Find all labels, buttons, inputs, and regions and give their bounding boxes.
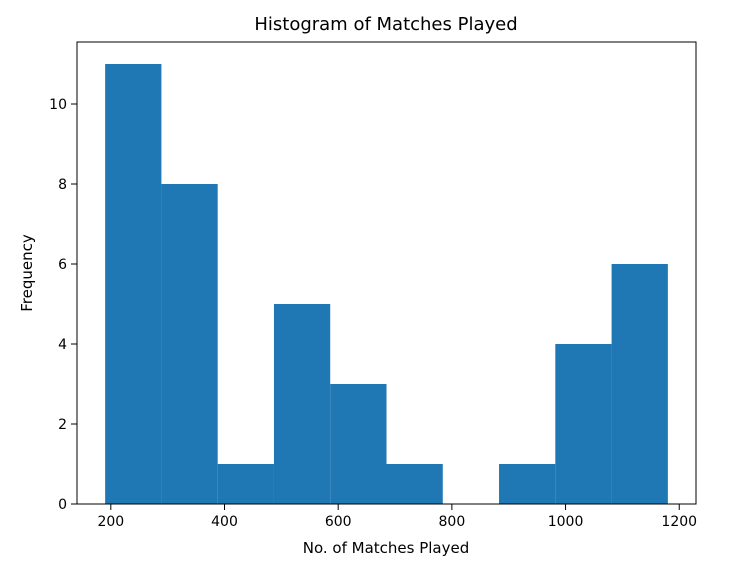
x-axis-ticks: 200 400 600 800 1000 1200: [97, 504, 697, 530]
x-tick-label: 600: [325, 514, 352, 530]
histogram-bar: [386, 464, 443, 504]
histogram-bars: [105, 64, 668, 504]
x-tick-label: 200: [97, 514, 124, 530]
y-tick-label: 8: [58, 177, 67, 193]
histogram-bar: [217, 464, 274, 504]
histogram-bar: [499, 464, 556, 504]
chart-title: Histogram of Matches Played: [254, 14, 517, 35]
y-tick-label: 2: [58, 417, 67, 433]
x-axis-label: No. of Matches Played: [303, 539, 470, 557]
histogram-bar: [273, 304, 331, 504]
histogram-bar: [161, 184, 218, 504]
y-axis-ticks: 0 2 4 6 8 10: [49, 97, 77, 513]
x-tick-label: 400: [211, 514, 238, 530]
y-tick-label: 0: [58, 497, 67, 513]
histogram-bar: [611, 264, 668, 504]
histogram-bar: [555, 344, 612, 504]
x-tick-label: 1200: [661, 514, 697, 530]
y-tick-label: 10: [49, 97, 67, 113]
y-axis-label: Frequency: [18, 234, 36, 312]
x-tick-label: 1000: [548, 514, 584, 530]
histogram-bar: [330, 384, 387, 504]
histogram-bar: [105, 64, 162, 504]
y-tick-label: 4: [58, 337, 67, 353]
y-tick-label: 6: [58, 257, 67, 273]
x-tick-label: 800: [439, 514, 466, 530]
plot-frame: [76, 41, 697, 505]
